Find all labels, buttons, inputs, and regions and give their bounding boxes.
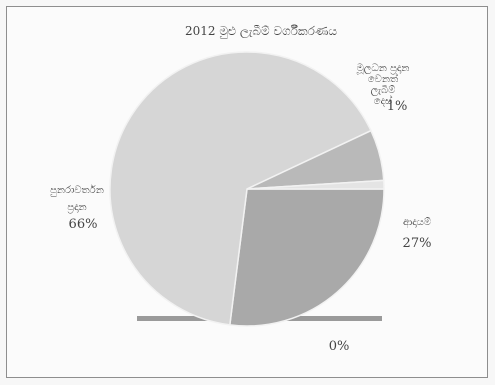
slice-category-label: දෙස් xyxy=(374,94,392,107)
pie-slice xyxy=(246,179,385,190)
pie-slice xyxy=(109,51,372,326)
slice-category-label: මූලධන ප්‍රදාන xyxy=(356,63,410,74)
slice-category-label: ආදායම් xyxy=(403,216,431,228)
slice-percent-label: 27% xyxy=(403,236,432,251)
chart-title: 2012 මුළු ලැබීම් වර්ගීකරණය xyxy=(185,24,337,39)
slice-category-label: ලැබීම් xyxy=(371,84,396,96)
zero-percent-label: 0% xyxy=(329,339,350,354)
slice-percent-label: 1% xyxy=(387,99,408,114)
slice-percent-label: 66% xyxy=(69,217,98,232)
slice-category-label: ප්‍රදාන xyxy=(67,202,87,213)
slice-category-label: පුනරාවර්තන xyxy=(50,184,104,196)
pie-slice xyxy=(228,188,385,327)
chart-frame: 2012 මුළු ලැබීම් වර්ගීකරණය ආදායම් 27% පුනර… xyxy=(6,6,488,378)
pie-labels: ආදායම් 27% පුනරාවර්තන ප්‍රදාන 66% මූලධන ප්‍රද… xyxy=(50,63,432,251)
pie-slices xyxy=(109,51,385,327)
slice-category-label: වෙනත් xyxy=(368,72,398,85)
pie-chart: 2012 මුළු ලැබීම් වර්ගීකරණය ආදායම් 27% පුනර… xyxy=(50,24,432,354)
